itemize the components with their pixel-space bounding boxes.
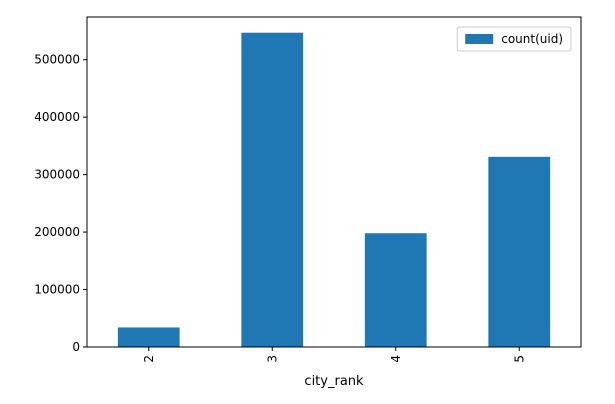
x-tick-label: 2 (142, 355, 156, 363)
bars (117, 32, 551, 347)
x-tick-label: 4 (389, 355, 403, 363)
legend: count(uid) (456, 26, 572, 52)
y-tick-label: 100000 (34, 283, 80, 297)
plot-frame (86, 16, 582, 348)
bar-5 (488, 156, 551, 347)
x-axis: 2 3 4 5 (142, 347, 526, 363)
x-tick-label: 5 (512, 355, 526, 363)
bar-2 (117, 327, 180, 347)
legend-swatch (465, 34, 494, 44)
y-tick-label: 500000 (34, 53, 80, 67)
y-tick-label: 200000 (34, 225, 80, 239)
y-tick-label: 0 (72, 340, 80, 354)
legend-label: count(uid) (501, 32, 563, 46)
bar-3 (241, 32, 304, 347)
y-tick-label: 400000 (34, 110, 80, 124)
y-tick-label: 300000 (34, 168, 80, 182)
x-tick-label: 3 (265, 355, 279, 363)
x-axis-label: city_rank (304, 374, 364, 389)
legend-box (456, 26, 572, 52)
bar-4 (364, 233, 427, 347)
y-axis: 0 100000 200000 300000 400000 500000 (34, 53, 87, 354)
